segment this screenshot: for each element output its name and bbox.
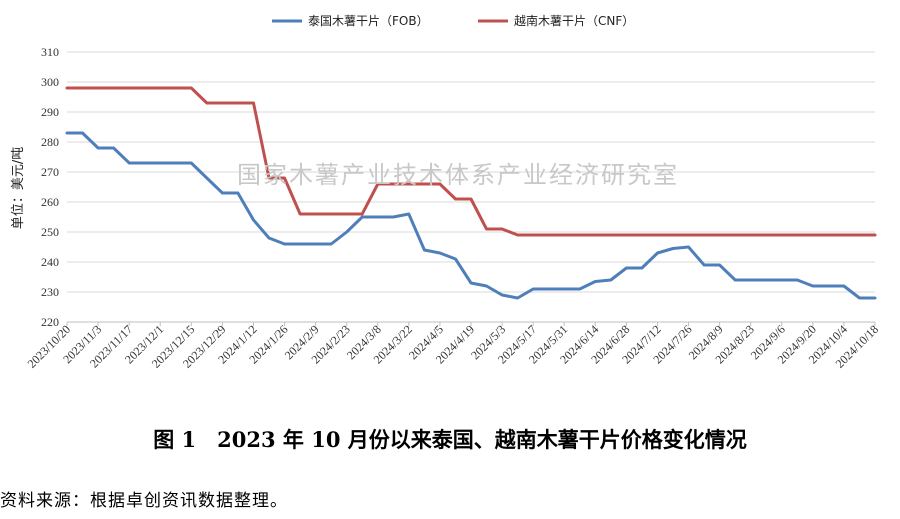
y-axis-label: 单位：美元/吨: [11, 147, 26, 229]
data-source-note: 资料来源：根据卓创资讯数据整理。: [0, 491, 288, 511]
series-line-thailand-fob: [65, 131, 877, 300]
watermark-text: 国家木薯产业技术体系产业经济研究室: [237, 161, 679, 189]
series-lines: [65, 86, 877, 300]
y-tick-label: 310: [41, 45, 59, 59]
x-axis: 2023/10/202023/11/32023/11/172023/12/120…: [25, 321, 881, 371]
figure-caption: 图 1 2023 年 10 月份以来泰国、越南木薯干片价格变化情况: [153, 427, 747, 452]
y-tick-label: 240: [41, 255, 59, 269]
y-tick-label: 220: [41, 315, 59, 329]
y-tick-label: 270: [41, 165, 59, 179]
x-tick-label: 2023/10/20: [25, 322, 74, 371]
legend: 泰国木薯干片（FOB） 越南木薯干片（CNF）: [272, 13, 634, 28]
y-tick-label: 300: [41, 75, 59, 89]
y-tick-label: 280: [41, 135, 59, 149]
y-tick-label: 260: [41, 195, 59, 209]
y-tick-label: 250: [41, 225, 59, 239]
y-tick-label: 290: [41, 105, 59, 119]
legend-label: 泰国木薯干片（FOB）: [308, 14, 429, 28]
y-axis-ticks: 220 230 240 250 260 270 280 290 300 310: [41, 45, 59, 329]
legend-label: 越南木薯干片（CNF）: [514, 13, 634, 28]
y-tick-label: 230: [41, 285, 59, 299]
line-chart: 220 230 240 250 260 270 280 290 300 310 2023/10/2…: [11, 13, 881, 371]
